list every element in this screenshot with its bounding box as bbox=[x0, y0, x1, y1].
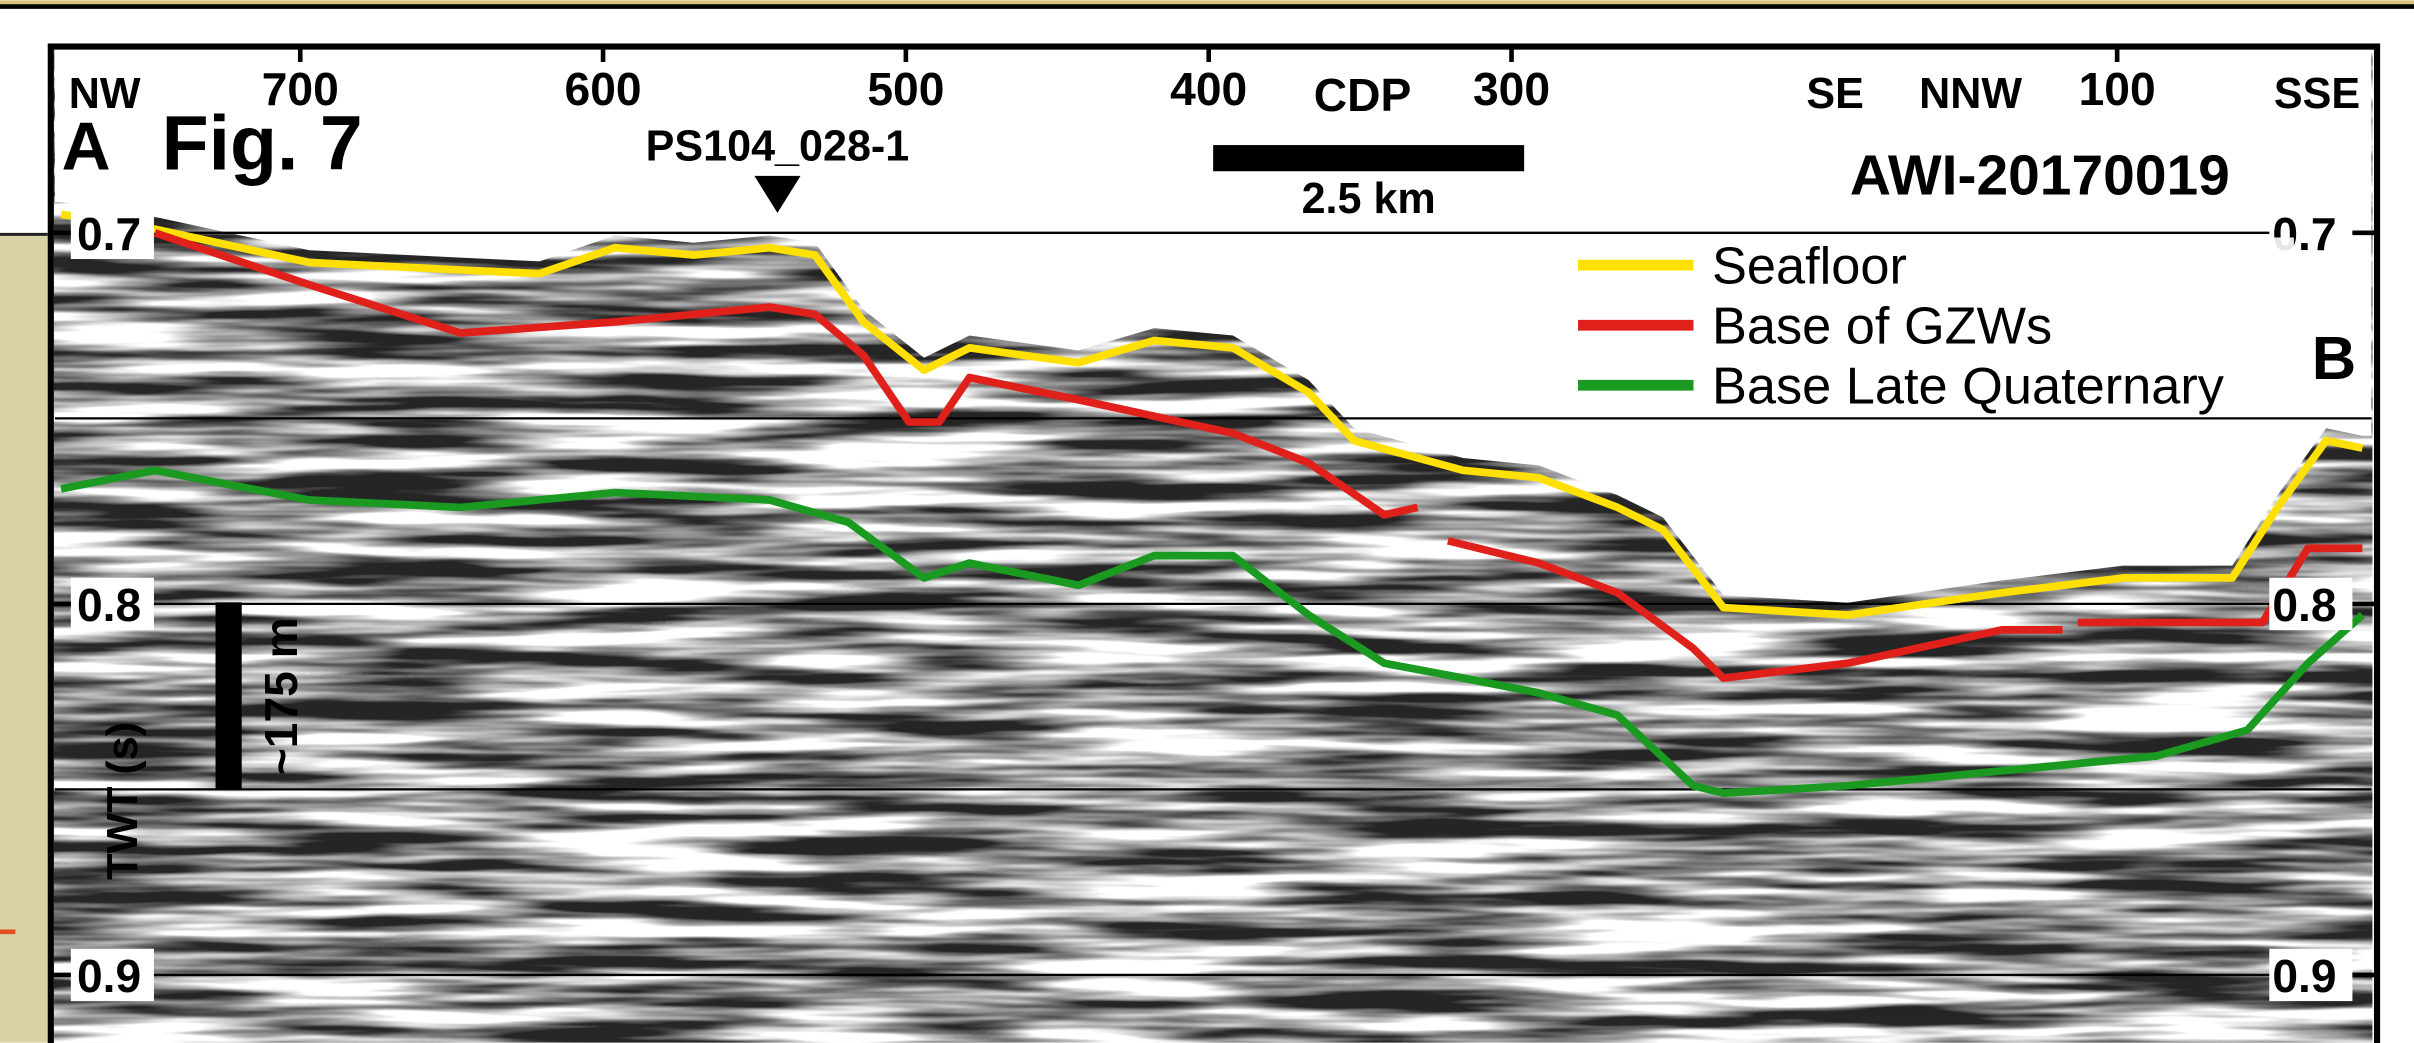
horizon-line bbox=[153, 229, 2363, 682]
direction-label: NW bbox=[69, 70, 141, 118]
overlay: A Fig. 7 PS104_028-1 CDP 2.5 km AWI-2017… bbox=[50, 46, 2378, 1002]
direction-label: SSE bbox=[2274, 70, 2360, 118]
horizon-line bbox=[60, 466, 2365, 797]
vertical-scale-bar bbox=[215, 602, 242, 791]
y-tick-label: 0.8 bbox=[2272, 579, 2336, 631]
figure-title: Fig. 7 bbox=[162, 101, 363, 187]
profile-name: AWI-20170019 bbox=[1850, 143, 2230, 207]
y-axis-label: TWT (s) bbox=[99, 722, 147, 880]
plot-area bbox=[53, 46, 2373, 1043]
scale-bar bbox=[1213, 145, 1525, 172]
station-label: PS104_028-1 bbox=[646, 122, 910, 170]
y-tick-label: 0.7 bbox=[77, 208, 141, 260]
y-tick-label: 0.9 bbox=[2272, 950, 2336, 1002]
x-tick-label: 700 bbox=[262, 63, 339, 115]
direction-label: SE bbox=[1806, 70, 1864, 118]
tick-label-background bbox=[70, 206, 154, 260]
x-axis-label: CDP bbox=[1314, 69, 1411, 121]
direction-label: NNW bbox=[1919, 70, 2022, 118]
water-column bbox=[54, 47, 2372, 603]
y-tick-label: 0.9 bbox=[77, 950, 141, 1002]
side-map bbox=[0, 235, 48, 1043]
y-tick-label: 0.8 bbox=[77, 579, 141, 631]
x-tick-label: 500 bbox=[867, 63, 944, 115]
tick-label-background bbox=[2269, 577, 2353, 631]
vertical-scale-label: ~175 m bbox=[255, 617, 307, 775]
panel-frame bbox=[47, 43, 2381, 1043]
scale-bar-label: 2.5 km bbox=[1302, 175, 1436, 223]
x-tick-label: 100 bbox=[2079, 63, 2156, 115]
x-tick-label: 300 bbox=[1473, 63, 1550, 115]
x-tick-label: 600 bbox=[565, 63, 642, 115]
x-tick-label: 400 bbox=[1170, 63, 1247, 115]
panel-label: A bbox=[62, 110, 111, 185]
horizon-line bbox=[60, 210, 2364, 619]
tick-label-background bbox=[2269, 948, 2353, 1002]
legend-label: Seafloor bbox=[1712, 238, 1907, 296]
legend-label: Base Late Quaternary bbox=[1712, 358, 2225, 416]
panel-label-end: B bbox=[2312, 324, 2356, 393]
tick-label-background bbox=[70, 577, 154, 631]
tick-label-background bbox=[70, 948, 154, 1002]
station-marker bbox=[754, 175, 801, 213]
legend-label: Base of GZWs bbox=[1712, 298, 2052, 356]
